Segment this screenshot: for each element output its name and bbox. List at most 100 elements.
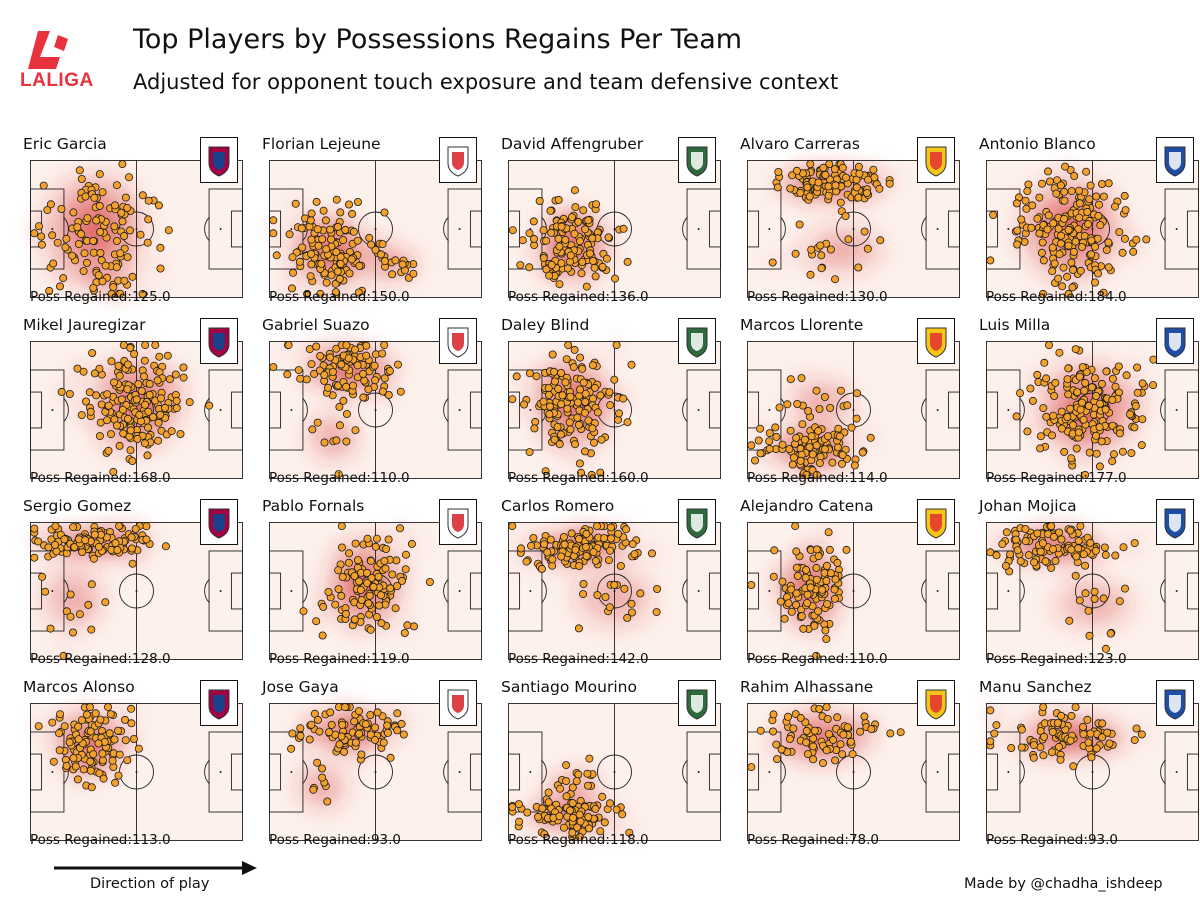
regain-point <box>1067 454 1076 463</box>
regain-point <box>353 361 362 370</box>
regain-point <box>354 556 363 565</box>
regain-point <box>355 729 364 738</box>
regain-point <box>636 589 645 598</box>
player-panel: Eric Garcia Poss Regained:125.0 <box>23 135 243 317</box>
regain-point <box>537 564 546 573</box>
regain-point <box>363 534 372 543</box>
regain-point <box>1101 405 1110 414</box>
regain-point <box>582 551 591 560</box>
regain-point <box>822 746 831 755</box>
regain-point <box>806 160 815 169</box>
crest-inner <box>930 152 942 170</box>
pitch-line <box>597 754 632 790</box>
regain-point <box>1072 444 1081 453</box>
regain-point <box>345 269 354 278</box>
regain-point <box>318 773 327 782</box>
regain-point <box>1056 755 1065 764</box>
regain-point <box>1105 739 1114 748</box>
regain-point <box>819 163 828 172</box>
regain-point <box>121 715 130 724</box>
regain-point <box>623 613 632 622</box>
regain-point <box>121 193 130 202</box>
regain-point <box>596 827 605 836</box>
regain-point <box>530 424 539 433</box>
regain-point <box>382 544 391 553</box>
regain-point <box>393 726 402 735</box>
regain-point <box>579 378 588 387</box>
regain-point <box>593 408 602 417</box>
regain-point <box>109 467 118 476</box>
regain-point <box>606 523 615 532</box>
regain-point <box>833 713 842 722</box>
regain-point <box>1054 274 1063 283</box>
pitch-spot <box>290 771 293 773</box>
regain-point <box>780 614 789 623</box>
regain-point <box>826 245 835 254</box>
regain-point <box>612 805 621 814</box>
regain-point <box>1057 239 1066 248</box>
regain-point <box>349 381 358 390</box>
regain-point <box>569 363 578 372</box>
regain-point <box>793 400 802 409</box>
regain-point <box>616 562 625 571</box>
regain-point <box>396 387 405 396</box>
regain-point <box>350 615 359 624</box>
regain-point <box>610 580 619 589</box>
regain-point <box>310 369 319 378</box>
pitch-spot <box>613 409 616 411</box>
regain-point <box>570 186 579 195</box>
poss-regained-stat: Poss Regained:130.0 <box>747 289 888 305</box>
chart-title: Top Players by Possessions Regains Per T… <box>133 24 743 55</box>
regain-point <box>138 289 147 298</box>
regain-point <box>109 283 118 292</box>
regain-point <box>344 558 353 567</box>
regain-point <box>525 229 534 238</box>
regain-point <box>350 572 359 581</box>
regain-point <box>573 823 582 832</box>
regain-point <box>529 234 538 243</box>
crest-inner <box>691 152 703 170</box>
regain-point <box>425 578 434 587</box>
regain-point <box>60 722 69 731</box>
regain-point <box>1138 415 1147 424</box>
regain-point <box>816 241 825 250</box>
regain-point <box>846 737 855 746</box>
pitch-spot <box>374 228 377 230</box>
regain-point <box>863 188 872 197</box>
pitch-line <box>63 578 69 604</box>
regain-point <box>756 424 765 433</box>
regain-point <box>1103 728 1112 737</box>
regain-point <box>1042 412 1051 421</box>
regain-point <box>1042 374 1051 383</box>
pitch-spot <box>768 590 771 592</box>
regain-point <box>309 785 318 794</box>
regain-point <box>1054 224 1063 233</box>
pitch-spot <box>219 590 222 592</box>
pitch-line <box>986 753 999 791</box>
regain-point <box>375 601 384 610</box>
regain-point <box>628 540 637 549</box>
regain-point <box>1030 558 1039 567</box>
pitch-line <box>780 216 786 242</box>
regain-point <box>341 703 350 712</box>
regain-point <box>539 226 548 235</box>
regain-point <box>1040 732 1049 741</box>
regain-point <box>172 404 181 413</box>
regain-point <box>585 824 594 833</box>
regain-point <box>1120 234 1129 243</box>
regain-point <box>140 356 149 365</box>
regain-point <box>561 235 570 244</box>
poss-regained-stat: Poss Regained:150.0 <box>269 289 410 305</box>
regain-point <box>161 542 170 551</box>
regain-point <box>1069 265 1078 274</box>
regain-point <box>810 726 819 735</box>
regain-point <box>116 249 125 258</box>
regain-point <box>525 369 534 378</box>
regain-point <box>144 423 153 432</box>
crest-inner <box>213 152 225 170</box>
regain-point <box>1087 383 1096 392</box>
regain-point <box>821 626 830 635</box>
regain-point <box>822 561 831 570</box>
valencia-crest-icon <box>439 680 477 726</box>
pitch-heatmap <box>986 519 1199 660</box>
